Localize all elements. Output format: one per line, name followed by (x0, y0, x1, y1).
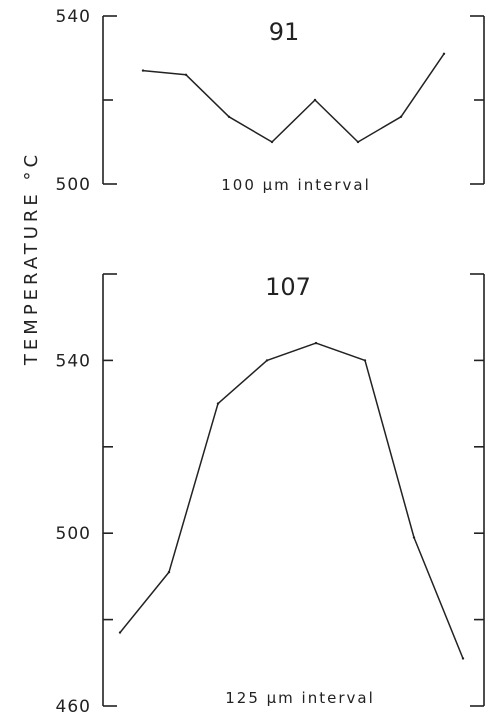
y-axis-label: TEMPERATURE °C (21, 151, 42, 366)
panel-2: 460 500 540 107 125 µm interval (56, 273, 485, 717)
y-tick-label: 460 (56, 697, 91, 717)
y-tick-label: 540 (56, 351, 91, 371)
data-point (118, 631, 122, 634)
y-tick-label: 540 (56, 7, 91, 27)
data-point (412, 536, 416, 539)
data-point (461, 657, 465, 660)
data-point (265, 359, 269, 362)
temperature-series-line (119, 342, 464, 659)
panel-title: 91 (269, 18, 300, 46)
y-tick-label: 500 (56, 524, 91, 544)
panels-group: 500 540 91 100 µm interval 460 500 540 107 125 µ… (56, 7, 485, 717)
data-point (270, 140, 274, 144)
data-point (184, 73, 188, 77)
data-point (399, 115, 403, 119)
interval-annotation: 100 µm interval (221, 176, 371, 194)
data-point (141, 69, 145, 72)
data-point (442, 52, 446, 55)
interval-annotation: 125 µm interval (225, 689, 375, 707)
data-point (313, 98, 317, 102)
panel-title: 107 (265, 273, 311, 301)
data-point (167, 570, 171, 574)
y-tick-label: 500 (56, 175, 91, 195)
data-point (216, 402, 220, 405)
data-point (363, 359, 367, 362)
data-point (356, 140, 360, 144)
data-point (314, 341, 318, 345)
data-point (227, 115, 231, 119)
panel-1: 500 540 91 100 µm interval (56, 7, 485, 195)
temperature-series-line (142, 53, 445, 143)
